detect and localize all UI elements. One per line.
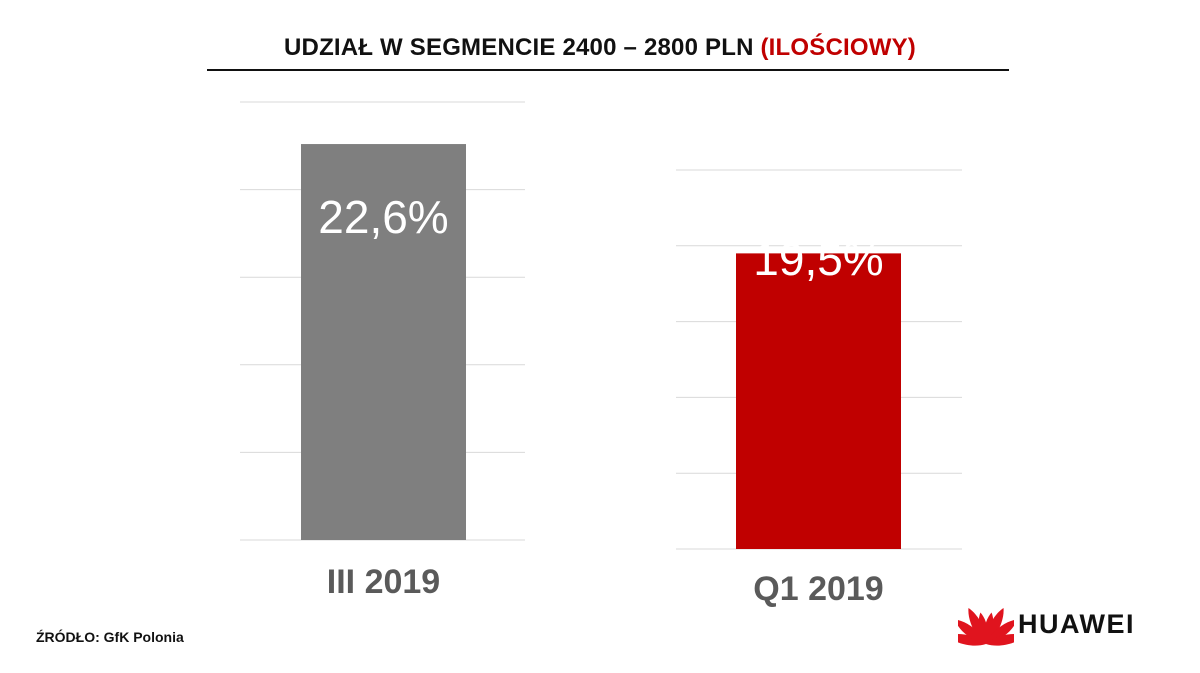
page-title-main: UDZIAŁ W SEGMENCIE 2400 – 2800 PLN <box>284 34 761 61</box>
page-title: UDZIAŁ W SEGMENCIE 2400 – 2800 PLN (ILOŚ… <box>0 34 1200 62</box>
chart-right: 19,5% Q1 2019 <box>676 169 962 608</box>
data-label: 19,5% <box>753 233 883 285</box>
page-title-accent: (ILOŚCIOWY) <box>760 34 916 61</box>
category-label: III 2019 <box>327 563 440 601</box>
logo-text: HUAWEI <box>1018 609 1135 639</box>
source-note: ŹRÓDŁO: GfK Polonia <box>36 629 184 645</box>
logo-petal <box>986 619 1014 644</box>
logo-petal <box>958 619 986 644</box>
category-label: Q1 2019 <box>753 570 883 608</box>
logo-petal <box>984 612 994 644</box>
logo-petal <box>986 634 1014 646</box>
data-label: 22,6% <box>318 191 448 243</box>
logo-petal <box>958 634 986 646</box>
bar <box>301 144 466 540</box>
chart-left: 22,6% III 2019 <box>240 101 525 601</box>
huawei-petals-icon <box>958 608 1014 646</box>
title-divider <box>207 69 1009 71</box>
huawei-logo: HUAWEI <box>958 600 1158 646</box>
bar <box>736 253 901 549</box>
